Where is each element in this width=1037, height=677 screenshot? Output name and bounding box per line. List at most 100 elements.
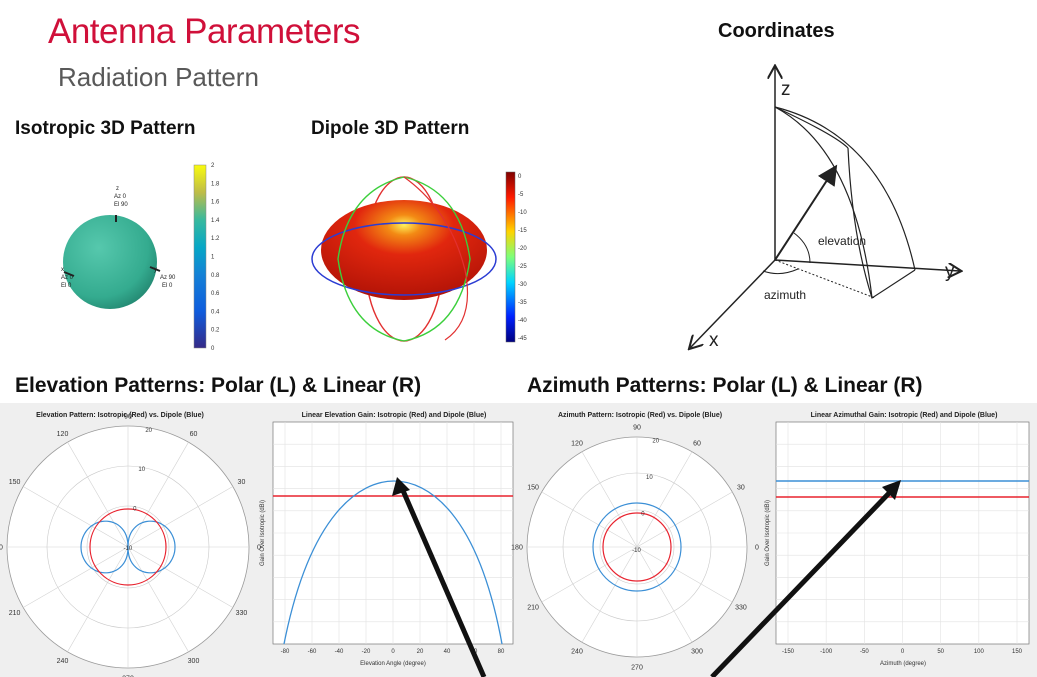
azimuth-polar-angle-label: 150: [527, 485, 539, 492]
azimuth-polar-radial-label: 10: [646, 475, 653, 481]
elevation-polar-angle-label: 90: [124, 414, 132, 421]
azimuth-linear-plot: Linear Azimuthal Gain: Isotropic (Red) a…: [765, 412, 1030, 667]
elevation-linear-plot: Linear Elevation Gain: Isotropic (Red) a…: [260, 412, 514, 667]
azimuth-polar-radial-label: 20: [652, 439, 659, 445]
azimuth-linear-xtick: -50: [860, 649, 869, 655]
azimuth-polar-radial-label: 0: [641, 512, 645, 518]
azimuth-heading: Azimuth Patterns: Polar (L) & Linear (R): [527, 374, 923, 397]
iso-axis-label-az0: Az 0: [114, 194, 127, 200]
elevation-polar-title: Elevation Pattern: Isotropic (Red) vs. D…: [36, 412, 204, 419]
x-axis: [690, 259, 776, 348]
azimuth-polar-angle-label: 330: [735, 605, 747, 612]
azimuth-polar-angle-label: 120: [571, 441, 583, 448]
elevation-polar-angle-label: 150: [9, 479, 21, 486]
dipole-body: [321, 200, 487, 300]
azimuth-polar-angle-label: 240: [571, 648, 583, 655]
iso-axis-label-y: y: [154, 267, 157, 273]
dipole-colorbar-tick: -35: [518, 300, 527, 306]
dipole-colorbar-tick: -25: [518, 264, 527, 270]
azimuth-polar-dipole-curve: [592, 502, 682, 592]
elevation-linear-xtick: -20: [362, 649, 371, 655]
azimuth-linear-ylabel: Gain Over Isotropic (dBi): [765, 500, 771, 566]
coord-label-x: x: [709, 330, 719, 351]
dipole-3d-plot: 0 -5 -10 -15 -20 -25 -30 -35 -40 -45: [311, 171, 527, 343]
elevation-polar-angle-label: 300: [188, 658, 200, 665]
azimuth-linear-xtick: 0: [901, 649, 905, 655]
isotropic-colorbar-tick: 1.2: [211, 236, 220, 242]
azimuth-linear-xtick: -150: [782, 649, 795, 655]
isotropic-colorbar-tick: 0: [211, 346, 215, 352]
azimuth-polar-angle-label: 90: [633, 425, 641, 432]
isotropic-colorbar-tick: 0.8: [211, 273, 220, 279]
elevation-linear-xtick: -80: [281, 649, 290, 655]
dipole-colorbar-tick: -40: [518, 318, 527, 324]
isotropic-colorbar-tick: 2: [211, 163, 215, 169]
dipole-colorbar-tick: -20: [518, 246, 527, 252]
dipole-heading: Dipole 3D Pattern: [311, 118, 470, 139]
elevation-linear-xtick: 0: [391, 649, 395, 655]
elevation-linear-xtick: 40: [444, 649, 451, 655]
isotropic-colorbar-tick: 0.2: [211, 328, 220, 334]
isotropic-colorbar-tick: 0.6: [211, 291, 220, 297]
azimuth-polar-angle-label: 180: [511, 545, 523, 552]
elevation-polar-radial-label: -10: [123, 546, 132, 552]
dipole-colorbar-tick: -10: [518, 210, 527, 216]
isotropic-colorbar-tick: 0.4: [211, 309, 220, 315]
azimuth-polar-title: Azimuth Pattern: Isotropic (Red) vs. Dip…: [558, 412, 722, 419]
elevation-polar-angle-label: 120: [57, 431, 69, 438]
coord-label-z: z: [781, 79, 791, 100]
dipole-colorbar-tick: -5: [518, 192, 524, 198]
elevation-polar-angle-label: 240: [57, 658, 69, 665]
elevation-linear-ylabel: Gain Over Isotropic (dBi): [260, 500, 266, 566]
dipole-colorbar-tick: 0: [518, 174, 522, 180]
pointer-arrowhead-azimuth: [882, 480, 901, 500]
isotropic-heading: Isotropic 3D Pattern: [15, 118, 196, 139]
elevation-linear-xlabel: Elevation Angle (degree): [360, 661, 426, 667]
elevation-polar-plot: Elevation Pattern: Isotropic (Red) vs. D…: [0, 412, 261, 677]
elevation-linear-xtick: -60: [308, 649, 317, 655]
azimuth-polar-angle-label: 210: [527, 605, 539, 612]
elevation-linear-xtick: 20: [417, 649, 424, 655]
dipole-colorbar-tick: -15: [518, 228, 527, 234]
isotropic-colorbar: [193, 164, 207, 349]
azimuth-linear-xtick: 100: [974, 649, 985, 655]
azimuth-polar-radial-label: -10: [632, 548, 641, 554]
iso-axis-label-x-az: Az 0: [61, 275, 74, 281]
coordinates-diagram: z y x elevation azimuth: [680, 55, 980, 351]
elevation-polar-angle-label: 30: [238, 479, 246, 486]
iso-axis-label-z: z: [116, 186, 119, 192]
elevation-polar-radial-label: 10: [138, 467, 145, 473]
coord-label-azimuth: azimuth: [764, 288, 806, 302]
pointer-arrow-elevation: [398, 485, 487, 677]
isotropic-3d-plot: z Az 0 El 90 x Az 0 El 0 y Az 90 El 0 2 1…: [61, 163, 220, 352]
pointer-arrow-azimuth: [710, 487, 895, 677]
elevation-polar-angle-label: 330: [236, 610, 248, 617]
elevation-polar-angle-label: 210: [9, 610, 21, 617]
dipole-colorbar-tick: -45: [518, 336, 527, 342]
isotropic-colorbar-tick: 1.4: [211, 218, 220, 224]
azimuth-polar-angle-label: 0: [755, 545, 759, 552]
bottom-plots: Elevation Pattern: Isotropic (Red) vs. D…: [0, 412, 1030, 677]
elevation-heading: Elevation Patterns: Polar (L) & Linear (…: [15, 374, 422, 397]
isotropic-colorbar-tick: 1.8: [211, 181, 220, 187]
elevation-polar-angle-label: 0: [257, 545, 261, 552]
slide-subtitle: Radiation Pattern: [58, 62, 259, 92]
isotropic-sphere: [63, 215, 157, 309]
coordinates-heading: Coordinates: [718, 20, 835, 42]
azimuth-polar-angle-label: 270: [631, 665, 643, 672]
isotropic-colorbar-tick: 1.6: [211, 200, 220, 206]
isotropic-colorbar-tick: 1: [211, 255, 215, 261]
elevation-polar-angle-label: 270: [122, 676, 134, 677]
azimuth-polar-angle-label: 30: [737, 485, 745, 492]
slide-title: Antenna Parameters: [48, 12, 361, 51]
elevation-polar-radial-label: 20: [145, 428, 152, 434]
iso-axis-label-x-el: El 0: [61, 283, 72, 289]
elevation-polar-isotropic-curve: [89, 508, 167, 586]
azimuth-linear-title: Linear Azimuthal Gain: Isotropic (Red) a…: [811, 412, 998, 419]
dipole-colorbar-tick: -30: [518, 282, 527, 288]
coord-label-y: y: [945, 261, 955, 282]
azimuth-linear-xtick: 50: [937, 649, 944, 655]
elevation-polar-dipole-curve: [80, 520, 176, 574]
iso-axis-label-y-el: El 0: [162, 283, 173, 289]
iso-axis-label-el90: El 90: [114, 202, 128, 208]
